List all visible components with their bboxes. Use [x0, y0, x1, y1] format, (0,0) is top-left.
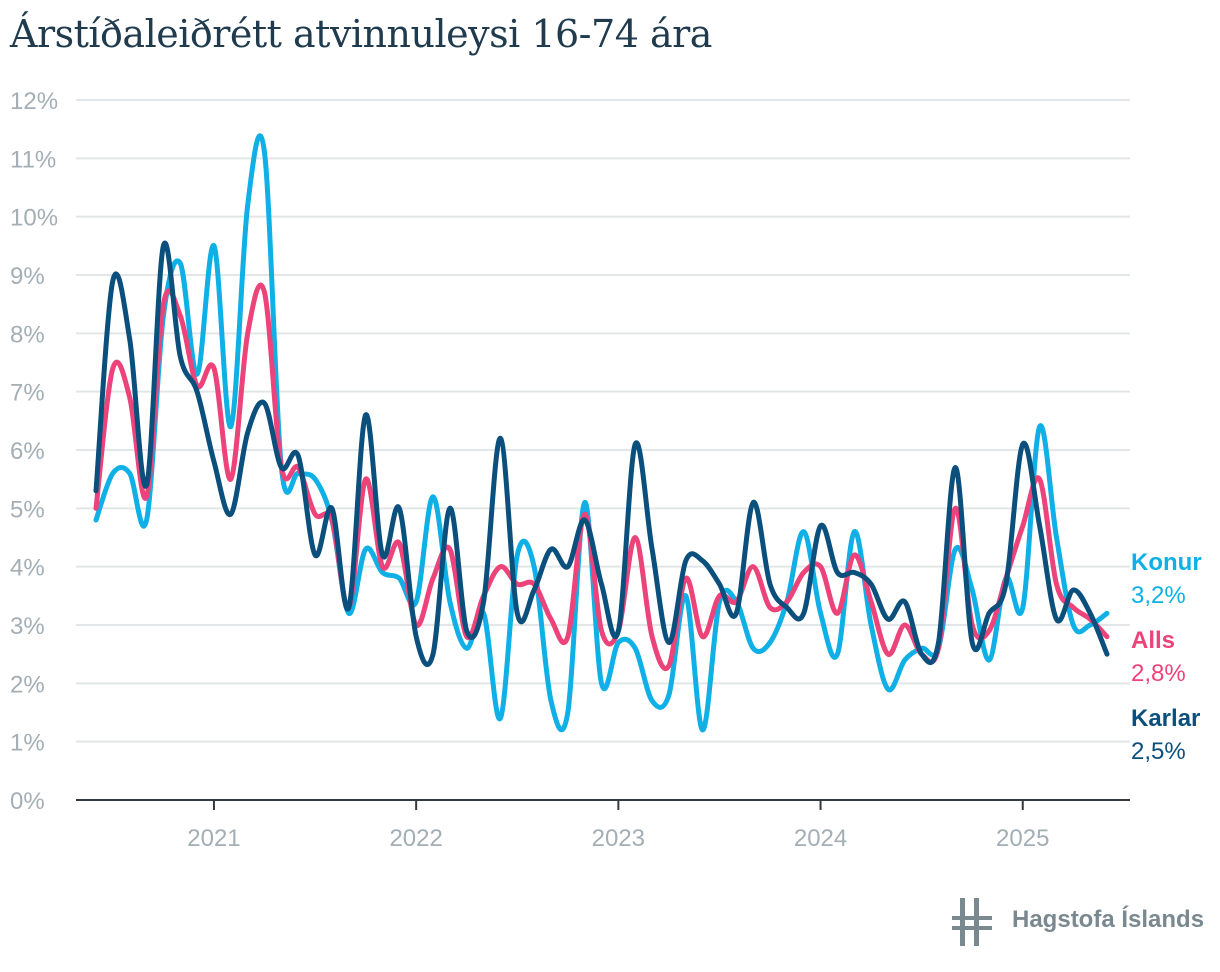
y-tick-label: 8%: [10, 321, 45, 348]
end-label-name-karlar: Karlar: [1131, 705, 1200, 732]
hagstofa-logo-icon: [952, 898, 992, 946]
y-tick-label: 0%: [10, 788, 45, 815]
y-tick-label: 2%: [10, 671, 45, 698]
y-tick-label: 10%: [10, 205, 58, 232]
x-tick-label: 2022: [389, 825, 442, 852]
y-tick-label: 1%: [10, 730, 45, 757]
x-tick-label: 2025: [996, 825, 1049, 852]
x-tick-label: 2024: [794, 825, 847, 852]
y-tick-label: 9%: [10, 263, 45, 290]
end-label-name-alls: Alls: [1131, 627, 1175, 654]
y-tick-label: 12%: [10, 88, 58, 115]
end-labels: Konur 3,2% Alls 2,8% Karlar 2,5%: [1131, 549, 1202, 765]
series-lines: [93, 133, 1110, 733]
series-line-karlar: [93, 240, 1110, 667]
series-line-alls: [93, 282, 1110, 671]
end-label-value-konur: 3,2%: [1131, 582, 1186, 609]
y-tick-label: 3%: [10, 613, 45, 640]
end-label-value-alls: 2,8%: [1131, 660, 1186, 687]
end-label-value-karlar: 2,5%: [1131, 738, 1186, 765]
end-label-name-konur: Konur: [1131, 549, 1202, 576]
y-tick-label: 4%: [10, 555, 45, 582]
x-tick-label: 2021: [187, 825, 240, 852]
y-tick-label: 11%: [10, 146, 56, 173]
x-axis-ticks: 2021 2022 2023 2024 2025: [187, 800, 1049, 852]
y-tick-label: 6%: [10, 438, 45, 465]
y-tick-label: 5%: [10, 496, 45, 523]
x-tick-label: 2023: [592, 825, 645, 852]
chart-title: Árstíðaleiðrétt atvinnuleysi 16-74 ára: [10, 12, 712, 56]
logo-text: Hagstofa Íslands: [1012, 906, 1205, 933]
y-axis-tick-labels: 0% 1% 2% 3% 4% 5% 6% 7% 8% 9% 10% 11% 12%: [10, 88, 58, 815]
y-tick-label: 7%: [10, 380, 45, 407]
